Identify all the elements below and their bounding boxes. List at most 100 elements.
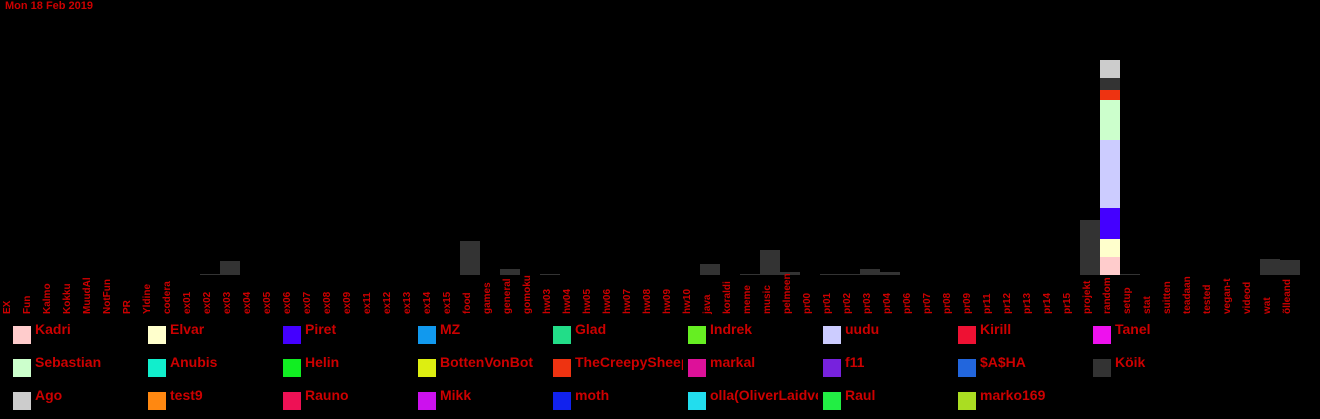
legend-swatch: [418, 326, 436, 344]
legend-swatch: [283, 392, 301, 410]
legend-swatch: [13, 392, 31, 410]
x-tick-label: hw03: [542, 289, 553, 314]
legend-swatch: [958, 326, 976, 344]
x-tick-label: EX: [2, 300, 13, 314]
x-tick-label: hw09: [662, 289, 673, 314]
legend-label: Mikk: [440, 387, 472, 403]
chart-date: Mon 18 Feb 2019: [5, 0, 94, 12]
x-tick-label: gomoku: [522, 275, 533, 314]
x-tick-label: õlleand: [1282, 279, 1293, 314]
legend-swatch: [1093, 359, 1111, 377]
legend-swatch: [688, 359, 706, 377]
bar-segment: [460, 241, 480, 275]
x-tick-label: games: [482, 282, 493, 314]
legend-swatch: [283, 326, 301, 344]
x-tick-label: music: [762, 285, 773, 314]
legend-swatch: [823, 359, 841, 377]
x-tick-label: pr02: [842, 292, 853, 314]
legend-label: olla(OliverLaidvee): [710, 387, 818, 403]
x-tick-label: pr00: [802, 292, 813, 314]
bar-segment: [1280, 260, 1300, 275]
x-tick-label: NotFun: [102, 279, 113, 314]
bar-segment: [540, 274, 560, 275]
legend-label: MZ: [440, 321, 461, 337]
x-tick-label: pr08: [942, 292, 953, 314]
bar-segment: [700, 264, 720, 275]
legend-swatch: [823, 392, 841, 410]
x-tick-label: Yldine: [142, 284, 153, 314]
legend-label: $A$HA: [980, 354, 1026, 370]
x-tick-label: food: [462, 292, 473, 314]
x-tick-label: ex07: [302, 291, 313, 314]
bar-segment: [1080, 220, 1100, 275]
x-tick-label: pelmeen: [782, 273, 793, 314]
x-tick-label: ex08: [322, 291, 333, 314]
bar-segment: [220, 261, 240, 275]
x-tick-label: ex13: [402, 291, 413, 314]
legend-swatch: [148, 392, 166, 410]
x-tick-label: pr13: [1022, 292, 1033, 314]
x-tick-label: ex03: [222, 291, 233, 314]
bar-segment: [820, 274, 840, 275]
bar-segment: [1100, 78, 1120, 90]
legend-label: Ago: [35, 387, 63, 403]
legend-label: markal: [710, 354, 756, 370]
legend-label: marko169: [980, 387, 1046, 403]
x-tick-label: ex06: [282, 291, 293, 314]
x-tick-label: vegan-t: [1222, 278, 1233, 314]
x-tick-label: Kokku: [62, 283, 73, 314]
x-tick-label: koraldi: [722, 281, 733, 314]
legend-label: Köik: [1115, 354, 1146, 370]
legend-label: Kirill: [980, 321, 1012, 337]
legend-label: Rauno: [305, 387, 349, 403]
bar-segment: [1100, 90, 1120, 100]
legend-swatch: [1093, 326, 1111, 344]
x-tick-label: ex02: [202, 291, 213, 314]
bar-segment: [780, 272, 800, 275]
x-tick-label: MuudAl: [82, 277, 93, 314]
bar-segment: [1260, 259, 1280, 275]
x-tick-label: ex14: [422, 291, 433, 314]
x-tick-label: Kalmo: [42, 283, 53, 314]
legend-swatch: [13, 359, 31, 377]
x-tick-label: pr01: [822, 292, 833, 314]
x-tick-label: pr14: [1042, 292, 1053, 314]
stacked-bar-chart: EX Fun Kalmo Kokku MuudAl NotFun PR Yldine coder…: [2, 60, 1300, 315]
x-tick-label: hw04: [562, 289, 573, 314]
legend-swatch: [823, 326, 841, 344]
x-tick-label: Fun: [22, 296, 33, 314]
legend-swatch: [418, 359, 436, 377]
legend-label: BottenVonBot: [440, 354, 534, 370]
bar-segment: [1100, 140, 1120, 208]
x-tick-label: ex11: [362, 292, 373, 314]
x-tick-label: projekt: [1082, 280, 1093, 314]
legend-label: TheCreepySheep: [575, 354, 683, 370]
x-tick-label: pr15: [1062, 292, 1073, 314]
x-tick-label: hw07: [622, 289, 633, 314]
bar-segment: [500, 269, 520, 275]
legend-label: Kadri: [35, 321, 71, 337]
bar-segment: [860, 269, 880, 275]
legend-swatch: [688, 392, 706, 410]
x-tick-label: ex05: [262, 291, 273, 314]
legend-label: Elvar: [170, 321, 205, 337]
bar-segment: [1100, 60, 1120, 78]
legend-swatch: [418, 392, 436, 410]
x-tick-label: ex09: [342, 291, 353, 314]
legend-label: test9: [170, 387, 203, 403]
legend-swatch: [148, 359, 166, 377]
x-tick-label: random: [1102, 277, 1113, 314]
legend-label: Glad: [575, 321, 607, 337]
x-tick-label: suitten: [1162, 281, 1173, 314]
x-tick-label: wat: [1262, 297, 1273, 315]
x-tick-label: pr04: [882, 292, 893, 314]
bar-segment: [1100, 100, 1120, 140]
legend-label: Helin: [305, 354, 340, 370]
legend-label: Piret: [305, 321, 337, 337]
legend-label: f11: [845, 354, 865, 370]
x-tick-label: hw08: [642, 289, 653, 314]
bar-segment: [740, 274, 760, 275]
x-tick-label: tested: [1202, 285, 1213, 314]
x-tick-label: general: [502, 278, 513, 314]
x-tick-label: pr03: [862, 292, 873, 314]
